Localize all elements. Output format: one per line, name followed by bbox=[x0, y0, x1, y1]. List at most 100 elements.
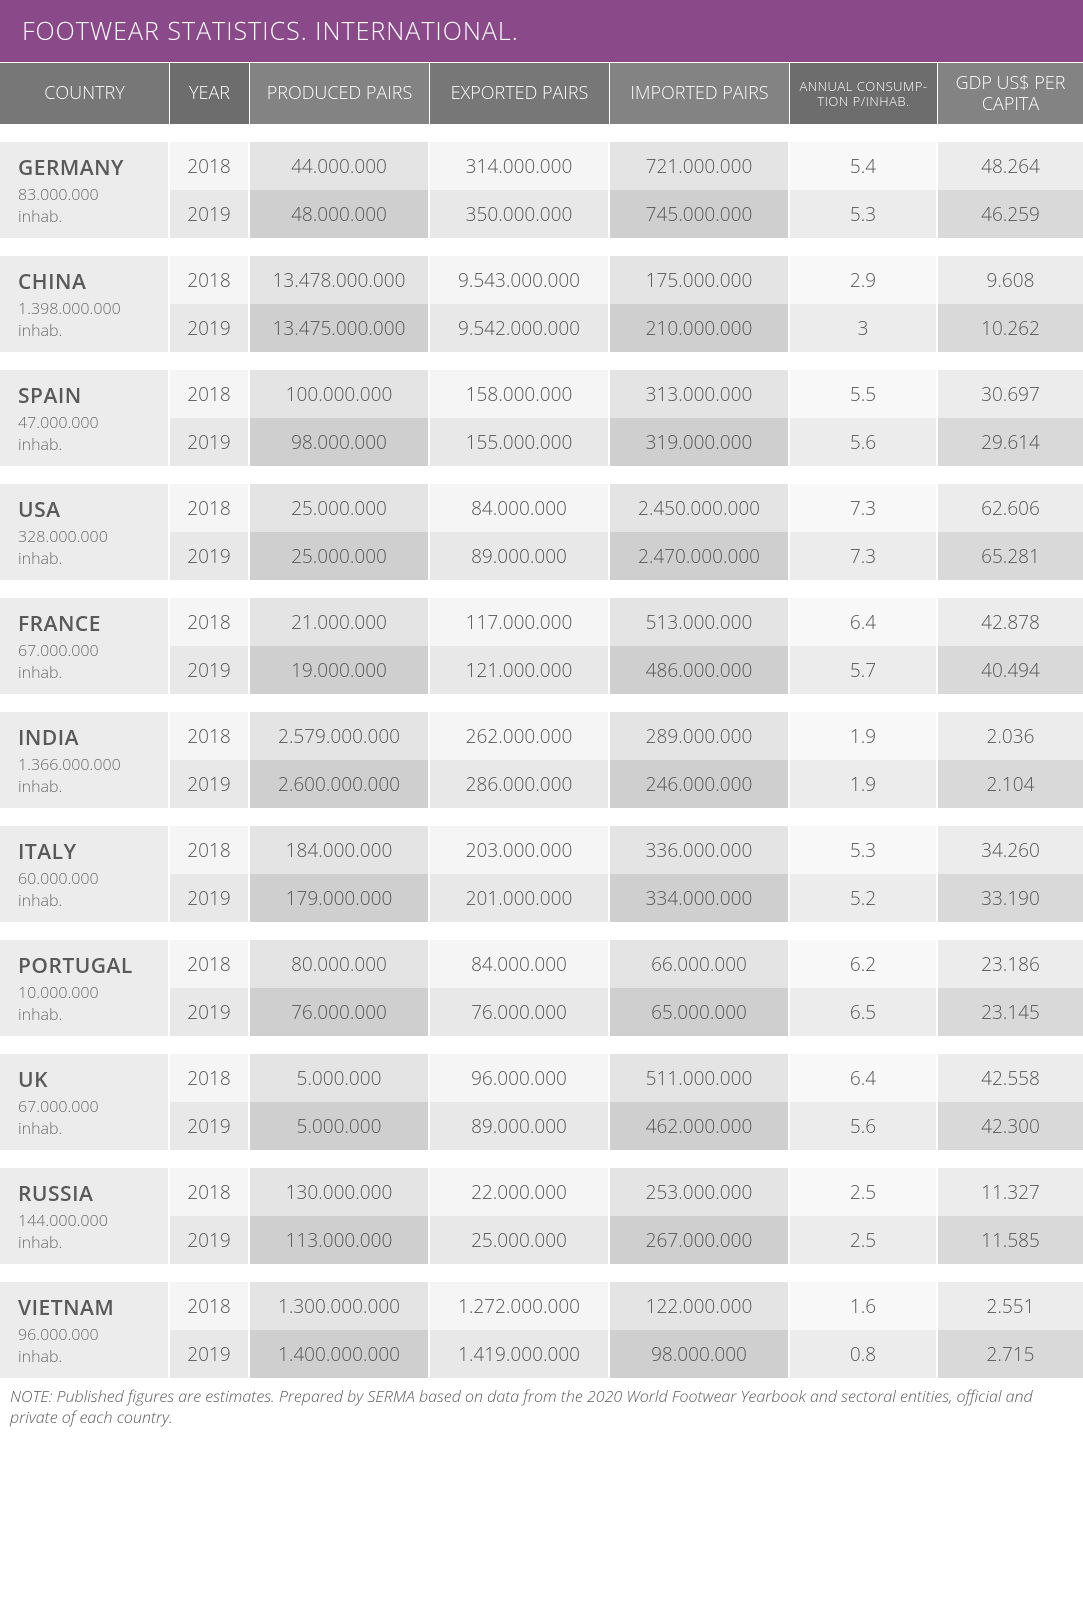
cell-produced: 44.000.000 bbox=[250, 142, 430, 190]
country-block: PORTUGAL10.000.000inhab.201880.000.00084… bbox=[0, 940, 1083, 1036]
country-population: 67.000.000 bbox=[18, 1096, 154, 1116]
cell-gdp: 48.264 bbox=[938, 142, 1083, 190]
cell-consumption: 5.4 bbox=[790, 142, 938, 190]
cell-exported: 22.000.000 bbox=[430, 1168, 610, 1216]
cell-consumption: 5.2 bbox=[790, 874, 938, 922]
table-row: 201925.000.00089.000.0002.470.000.0007.3… bbox=[170, 532, 1083, 580]
cell-consumption: 5.7 bbox=[790, 646, 938, 694]
cell-imported: 246.000.000 bbox=[610, 760, 790, 808]
inhab-label: inhab. bbox=[18, 662, 154, 682]
cell-exported: 314.000.000 bbox=[430, 142, 610, 190]
cell-consumption: 5.3 bbox=[790, 826, 938, 874]
cell-gdp: 30.697 bbox=[938, 370, 1083, 418]
cell-gdp: 40.494 bbox=[938, 646, 1083, 694]
country-population: 144.000.000 bbox=[18, 1210, 154, 1230]
cell-imported: 289.000.000 bbox=[610, 712, 790, 760]
country-population: 328.000.000 bbox=[18, 526, 154, 546]
cell-gdp: 29.614 bbox=[938, 418, 1083, 466]
table-row: 201821.000.000117.000.000513.000.0006.44… bbox=[170, 598, 1083, 646]
cell-year: 2019 bbox=[170, 646, 250, 694]
cell-gdp: 2.104 bbox=[938, 760, 1083, 808]
cell-year: 2019 bbox=[170, 418, 250, 466]
country-name: ITALY bbox=[18, 838, 154, 866]
country-population: 67.000.000 bbox=[18, 640, 154, 660]
country-block: INDIA1.366.000.000inhab.20182.579.000.00… bbox=[0, 712, 1083, 808]
cell-produced: 19.000.000 bbox=[250, 646, 430, 694]
table-row: 201976.000.00076.000.00065.000.0006.523.… bbox=[170, 988, 1083, 1036]
country-block: SPAIN47.000.000inhab.2018100.000.000158.… bbox=[0, 370, 1083, 466]
cell-produced: 76.000.000 bbox=[250, 988, 430, 1036]
table-row: 201948.000.000350.000.000745.000.0005.34… bbox=[170, 190, 1083, 238]
cell-gdp: 23.186 bbox=[938, 940, 1083, 988]
cell-produced: 2.579.000.000 bbox=[250, 712, 430, 760]
countries-list: GERMANY83.000.000inhab.201844.000.000314… bbox=[0, 142, 1083, 1378]
cell-produced: 100.000.000 bbox=[250, 370, 430, 418]
cell-year: 2019 bbox=[170, 190, 250, 238]
country-cell: ITALY60.000.000inhab. bbox=[0, 826, 170, 922]
cell-year: 2019 bbox=[170, 760, 250, 808]
cell-exported: 89.000.000 bbox=[430, 532, 610, 580]
cell-exported: 262.000.000 bbox=[430, 712, 610, 760]
cell-gdp: 42.878 bbox=[938, 598, 1083, 646]
cell-gdp: 42.300 bbox=[938, 1102, 1083, 1150]
inhab-label: inhab. bbox=[18, 320, 154, 340]
cell-exported: 1.419.000.000 bbox=[430, 1330, 610, 1378]
country-name: CHINA bbox=[18, 268, 154, 296]
cell-year: 2019 bbox=[170, 1330, 250, 1378]
cell-produced: 48.000.000 bbox=[250, 190, 430, 238]
cell-consumption: 6.4 bbox=[790, 1054, 938, 1102]
cell-year: 2018 bbox=[170, 598, 250, 646]
cell-produced: 1.300.000.000 bbox=[250, 1282, 430, 1330]
cell-year: 2019 bbox=[170, 532, 250, 580]
cell-consumption: 2.5 bbox=[790, 1168, 938, 1216]
cell-year: 2018 bbox=[170, 1282, 250, 1330]
country-name: RUSSIA bbox=[18, 1180, 154, 1208]
table-header: COUNTRY YEAR PRODUCED PAIRS EXPORTED PAI… bbox=[0, 63, 1083, 124]
table-row: 20181.300.000.0001.272.000.000122.000.00… bbox=[170, 1282, 1083, 1330]
table-row: 20195.000.00089.000.000462.000.0005.642.… bbox=[170, 1102, 1083, 1150]
cell-consumption: 0.8 bbox=[790, 1330, 938, 1378]
country-block: UK67.000.000inhab.20185.000.00096.000.00… bbox=[0, 1054, 1083, 1150]
cell-exported: 155.000.000 bbox=[430, 418, 610, 466]
cell-produced: 5.000.000 bbox=[250, 1054, 430, 1102]
inhab-label: inhab. bbox=[18, 1118, 154, 1138]
cell-produced: 179.000.000 bbox=[250, 874, 430, 922]
cell-exported: 25.000.000 bbox=[430, 1216, 610, 1264]
table-row: 201880.000.00084.000.00066.000.0006.223.… bbox=[170, 940, 1083, 988]
cell-gdp: 65.281 bbox=[938, 532, 1083, 580]
header-consumption: ANNUAL CONSUMP- TION P/INHAB. bbox=[790, 63, 938, 124]
cell-year: 2018 bbox=[170, 940, 250, 988]
header-gdp: GDP US$ PER CAPITA bbox=[938, 63, 1083, 124]
cell-year: 2019 bbox=[170, 1216, 250, 1264]
cell-exported: 9.543.000.000 bbox=[430, 256, 610, 304]
country-name: VIETNAM bbox=[18, 1294, 154, 1322]
cell-gdp: 23.145 bbox=[938, 988, 1083, 1036]
country-population: 47.000.000 bbox=[18, 412, 154, 432]
cell-imported: 98.000.000 bbox=[610, 1330, 790, 1378]
table-row: 20185.000.00096.000.000511.000.0006.442.… bbox=[170, 1054, 1083, 1102]
cell-exported: 203.000.000 bbox=[430, 826, 610, 874]
cell-imported: 175.000.000 bbox=[610, 256, 790, 304]
cell-imported: 336.000.000 bbox=[610, 826, 790, 874]
country-name: INDIA bbox=[18, 724, 154, 752]
header-country: COUNTRY bbox=[0, 63, 170, 124]
cell-year: 2018 bbox=[170, 370, 250, 418]
cell-gdp: 10.262 bbox=[938, 304, 1083, 352]
table-row: 2019113.000.00025.000.000267.000.0002.51… bbox=[170, 1216, 1083, 1264]
cell-produced: 21.000.000 bbox=[250, 598, 430, 646]
cell-imported: 745.000.000 bbox=[610, 190, 790, 238]
country-population: 83.000.000 bbox=[18, 184, 154, 204]
table-row: 201825.000.00084.000.0002.450.000.0007.3… bbox=[170, 484, 1083, 532]
cell-consumption: 6.2 bbox=[790, 940, 938, 988]
cell-consumption: 5.6 bbox=[790, 418, 938, 466]
cell-produced: 25.000.000 bbox=[250, 484, 430, 532]
inhab-label: inhab. bbox=[18, 890, 154, 910]
cell-produced: 184.000.000 bbox=[250, 826, 430, 874]
cell-produced: 1.400.000.000 bbox=[250, 1330, 430, 1378]
country-block: VIETNAM96.000.000inhab.20181.300.000.000… bbox=[0, 1282, 1083, 1378]
cell-produced: 113.000.000 bbox=[250, 1216, 430, 1264]
table-row: 20191.400.000.0001.419.000.00098.000.000… bbox=[170, 1330, 1083, 1378]
table-row: 201998.000.000155.000.000319.000.0005.62… bbox=[170, 418, 1083, 466]
cell-consumption: 6.5 bbox=[790, 988, 938, 1036]
cell-year: 2018 bbox=[170, 142, 250, 190]
